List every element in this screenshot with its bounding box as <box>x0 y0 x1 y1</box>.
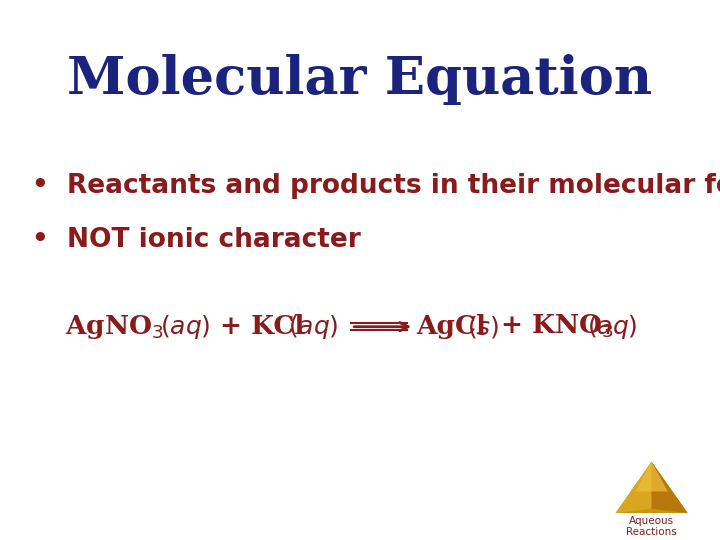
Text: AgCl: AgCl <box>416 314 486 339</box>
Text: Aqueous
Reactions: Aqueous Reactions <box>626 516 677 537</box>
Text: AgNO$_3$: AgNO$_3$ <box>65 313 163 341</box>
Text: $(s)$: $(s)$ <box>467 314 499 340</box>
Text: + KCl: + KCl <box>220 314 304 339</box>
Text: $(aq)$: $(aq)$ <box>587 313 637 341</box>
Text: $(aq)$: $(aq)$ <box>160 313 210 341</box>
Text: $(aq)$: $(aq)$ <box>288 313 338 341</box>
Text: •  Reactants and products in their molecular form: • Reactants and products in their molecu… <box>32 173 720 199</box>
Text: Molecular Equation: Molecular Equation <box>68 54 652 105</box>
Text: •  NOT ionic character: • NOT ionic character <box>32 227 361 253</box>
Text: + KNO$_3$: + KNO$_3$ <box>500 313 614 340</box>
